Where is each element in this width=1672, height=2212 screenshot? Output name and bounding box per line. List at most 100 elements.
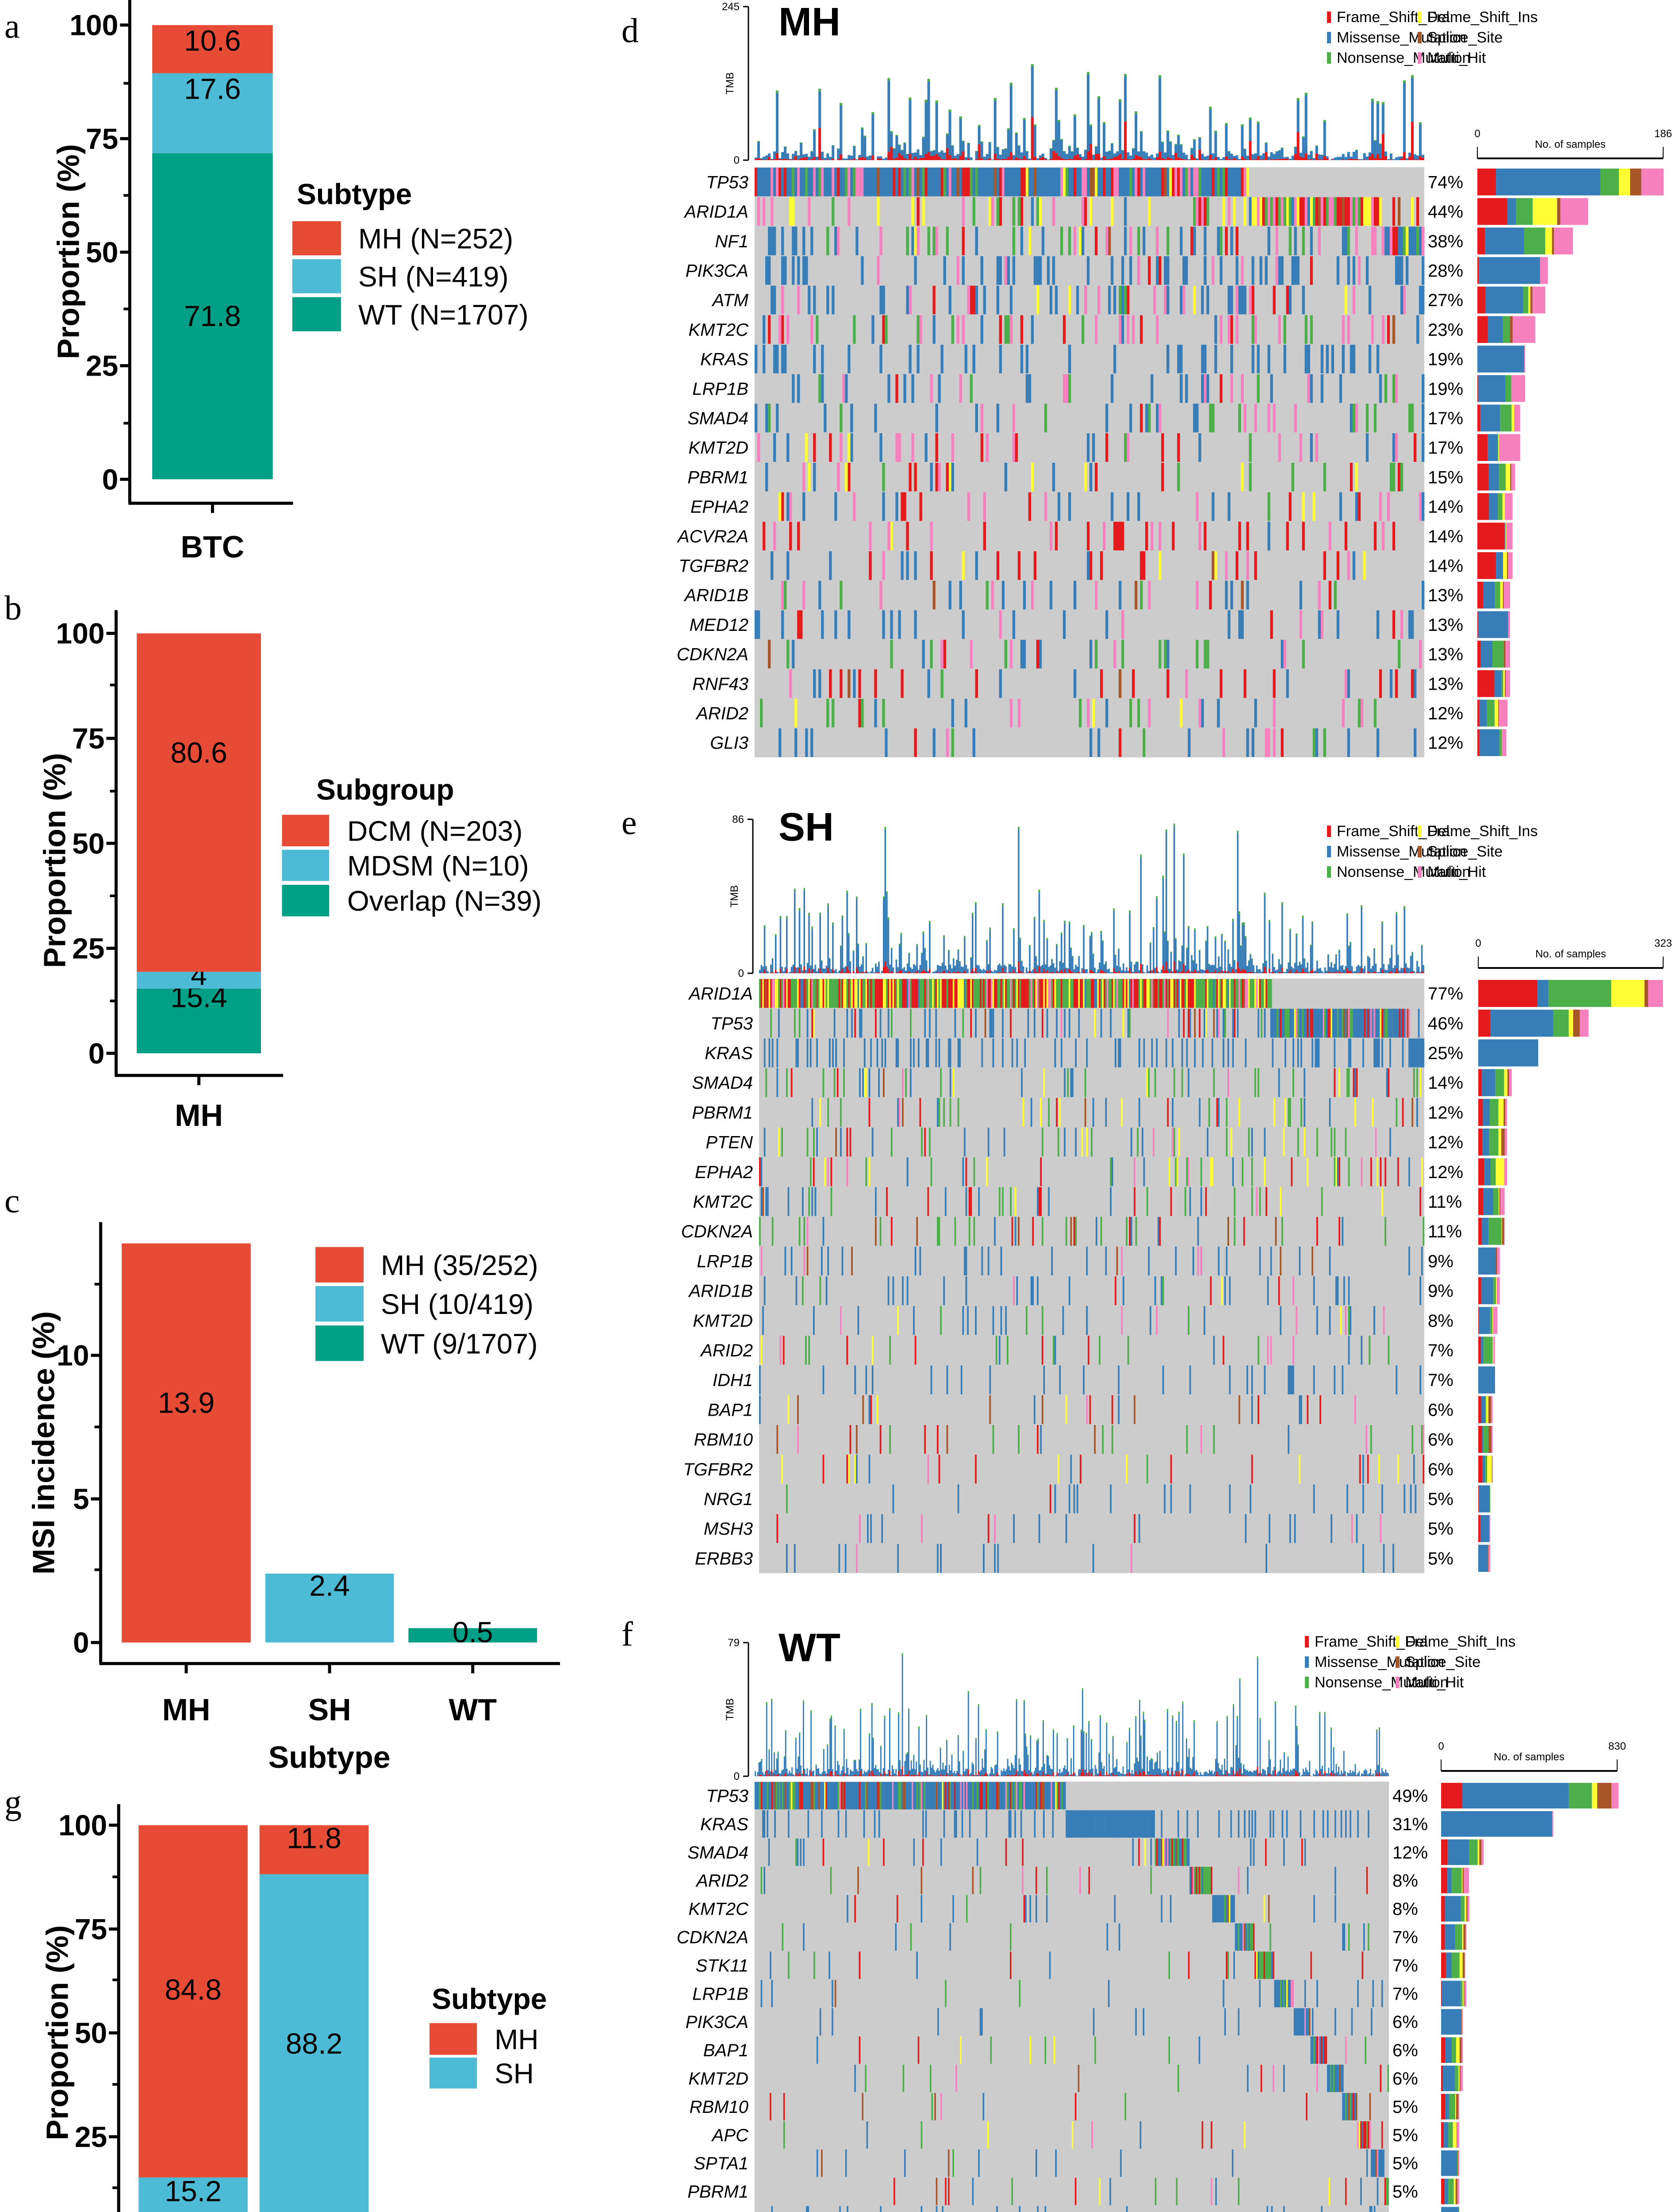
tmb-bar [989,1773,991,1776]
tmb-bar-segment [759,1775,761,1776]
mutation-cell [879,168,882,196]
mutation-cell [1384,1157,1387,1187]
mutation-cell [843,979,845,1008]
mutation-cell [927,1038,929,1068]
mutation-cell [852,979,855,1008]
mutation-cell [1235,227,1239,256]
mutation-cell [1397,463,1401,492]
tmb-bar-segment [798,908,801,911]
tmb-bar-segment [794,966,796,973]
mutation-cell [1105,1098,1107,1127]
gene-bar-segment-missense_mutation [1483,581,1495,609]
tmb-bar-segment [802,1700,804,1703]
mutation-cell [882,979,885,1008]
mutation-cell [1259,197,1262,226]
mutation-cell [1099,979,1101,1008]
gene-bar-segment-multi_hit [1506,522,1513,550]
mutation-cell [948,1038,950,1068]
mutation-cell [765,1068,767,1097]
tmb-bar-segment [811,926,813,929]
tmb-bar-segment [959,961,961,962]
mutation-cell [1259,1246,1261,1275]
mutation-cell [874,669,877,698]
mutation-cell [1201,345,1204,373]
mutation-cell [1272,1038,1274,1068]
mutation-cell [1039,256,1042,285]
tmb-bar [808,1775,809,1776]
tmb-bar [1356,966,1358,973]
mutation-cell [1188,1157,1189,1187]
tmb-bar-segment [1052,1772,1054,1776]
tmb-bar-segment [1046,938,1048,940]
mutation-cell [1227,492,1231,521]
mutation-cell [1394,1009,1396,1038]
tmb-bar [1049,148,1052,160]
mutation-cell [881,1514,883,1543]
tmb-bar [970,157,973,160]
mutation-cell [1373,403,1377,433]
mutation-cell [1065,1395,1067,1424]
mutation-cell [882,285,885,315]
mutation-cell [1299,1395,1301,1424]
gene-label: LRP1B [692,379,748,399]
mutation-cell [765,168,768,196]
mutation-cell [1124,979,1126,1008]
mutation-cell [786,315,790,344]
tmb-bar-segment [1147,1774,1148,1776]
legend-label: Overlap (N=39) [347,885,541,917]
gene-percent: 9% [1428,1282,1453,1301]
mutation-cell [755,610,758,639]
mutation-cell [1352,197,1356,226]
mutation-cell [781,1455,783,1484]
mutation-cell [1210,979,1212,1008]
tmb-bar-segment [781,159,784,160]
tmb-bar [914,965,917,973]
mutation-cell [1212,403,1215,433]
x-axis-title: Subtype [268,1740,391,1774]
mutation-cell [1025,374,1029,403]
mutation-cell [1161,168,1164,196]
mutation-cell [786,433,790,462]
gene-bar-segment-frame_shift_del [1477,493,1489,520]
tmb-bar [893,148,896,160]
tmb-bar-segment [962,151,965,160]
mutation-cell [962,1306,964,1335]
tmb-bar-segment [1371,154,1374,160]
gene-label: IDH1 [713,1371,753,1390]
mutation-cell [1086,551,1090,580]
tmb-bar-segment [1280,964,1281,965]
tmb-bar [865,943,867,973]
mutation-cell [781,168,784,196]
gene-bar-segment-multi_hit [1492,1455,1493,1483]
tmb-bar-segment [1086,72,1089,75]
mutation-cell [1065,979,1067,1008]
tmb-bar [1005,1769,1007,1776]
tmb-bar [876,1769,878,1776]
mutation-cell [1339,374,1342,403]
mutation-cell [1003,1128,1005,1157]
tmb-bar-segment [1299,157,1302,160]
tmb-bar [1181,945,1183,973]
mutation-cell [1053,1336,1055,1365]
tmb-bar-segment [926,1715,928,1718]
gene-bar-segment-multi_hit [1505,493,1513,520]
gene-bar-segment-frame_shift_del [1478,1336,1481,1364]
mutation-cell [1060,227,1063,256]
tmb-bar [818,88,821,160]
tmb-bar [1358,964,1359,973]
mutation-cell [893,168,896,196]
mutation-cell [927,227,930,256]
mutation-cell [943,256,946,285]
gene-label: RBM10 [694,1430,753,1450]
mutation-cell [1073,1484,1075,1513]
mutation-cell [1119,168,1122,196]
mutation-cell [1189,1365,1191,1394]
mutation-cell [1188,979,1189,1008]
tmb-bar [1062,1768,1064,1776]
legend-label: Frame_Shift_Ins [1427,823,1538,840]
mutation-cell [994,1217,996,1246]
gene-bar-segment-nonsense_mutation [1485,1396,1486,1423]
mutation-cell [1165,979,1167,1008]
tmb-bar [1043,920,1045,973]
mutation-cell [1013,979,1015,1008]
